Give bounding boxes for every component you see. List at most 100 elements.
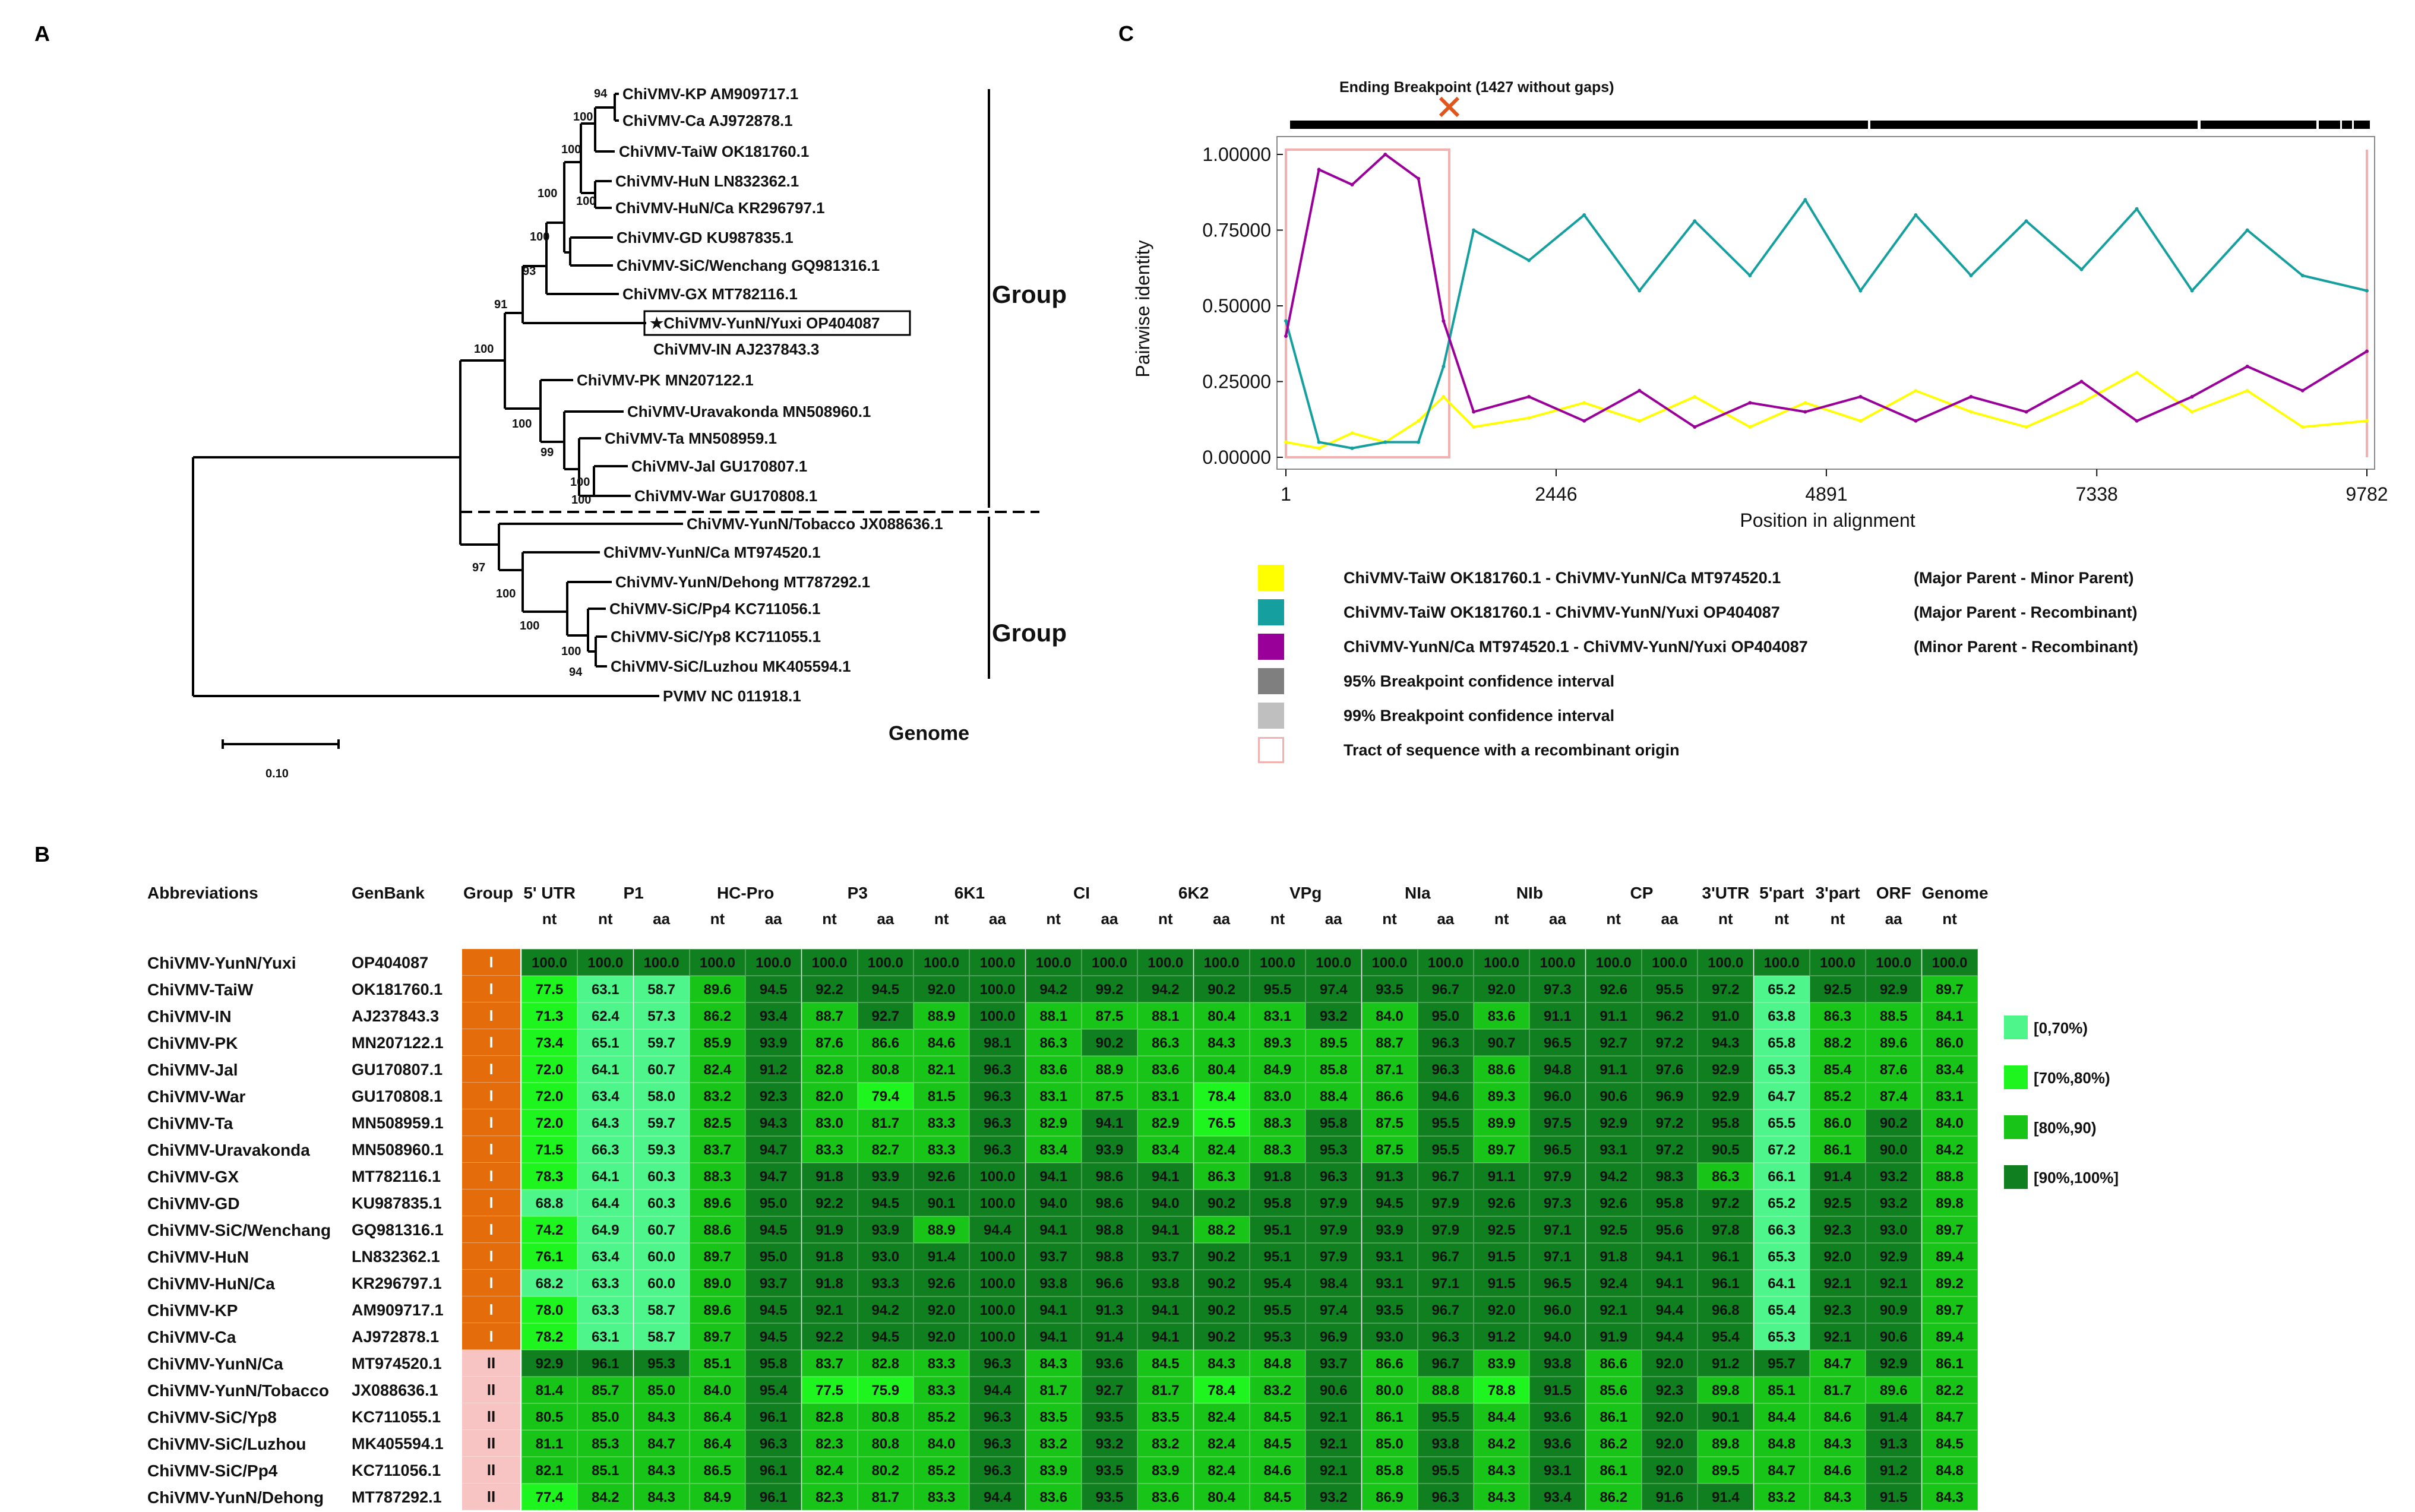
identity-cell: 84.8 bbox=[1921, 1457, 1978, 1483]
identity-cell: 94.1 bbox=[1137, 1163, 1194, 1190]
identity-cell: 84.6 bbox=[1809, 1457, 1866, 1483]
subcolumn-header: nt bbox=[542, 910, 557, 928]
identity-cell: 59.7 bbox=[633, 1029, 690, 1056]
subcolumn-header: aa bbox=[1213, 910, 1231, 928]
identity-cell: 92.6 bbox=[1474, 1190, 1530, 1216]
subcolumn-header: nt bbox=[710, 910, 725, 928]
row-group: I bbox=[462, 949, 520, 976]
identity-point bbox=[2190, 410, 2194, 414]
identity-cell: 92.1 bbox=[1306, 1457, 1362, 1483]
identity-cell: 91.3 bbox=[1866, 1430, 1922, 1457]
identity-cell: 93.2 bbox=[1306, 1483, 1362, 1510]
identity-point bbox=[1582, 419, 1586, 423]
identity-cell: 82.2 bbox=[1921, 1377, 1978, 1403]
identity-cell: 94.4 bbox=[969, 1216, 1026, 1243]
bootstrap-value: 100 bbox=[496, 587, 516, 600]
legend-role: (Major Parent - Recombinant) bbox=[1914, 603, 2138, 621]
identity-cell: 85.7 bbox=[577, 1377, 634, 1403]
subcolumn-header: aa bbox=[988, 910, 1006, 928]
scale-label: [80%,90) bbox=[2034, 1119, 2097, 1137]
identity-cell: 95.8 bbox=[1249, 1190, 1306, 1216]
identity-cell: 97.2 bbox=[1642, 1029, 1698, 1056]
legend-item: Tract of sequence with a recombinant ori… bbox=[1258, 736, 1914, 764]
identity-cell: 95.6 bbox=[1642, 1216, 1698, 1243]
identity-cell: 93.8 bbox=[1137, 1270, 1194, 1296]
identity-cell: 87.4 bbox=[1866, 1083, 1922, 1109]
identity-cell: 78.2 bbox=[521, 1323, 577, 1350]
identity-cell: 92.9 bbox=[1866, 1350, 1922, 1377]
identity-cell: 92.1 bbox=[1866, 1270, 1922, 1296]
identity-cell: 60.3 bbox=[633, 1163, 690, 1190]
identity-cell: 91.2 bbox=[1698, 1350, 1754, 1377]
row-genbank: AJ237843.3 bbox=[352, 1007, 440, 1025]
identity-cell: 83.4 bbox=[1025, 1136, 1082, 1163]
identity-cell: 95.5 bbox=[1417, 1109, 1474, 1136]
identity-cell: 77.4 bbox=[521, 1483, 577, 1510]
identity-cell: 92.3 bbox=[745, 1083, 802, 1109]
identity-cell: 95.5 bbox=[1417, 1403, 1474, 1430]
identity-cell: 83.6 bbox=[1474, 1002, 1530, 1029]
identity-cell: 84.8 bbox=[1249, 1350, 1306, 1377]
identity-cell: 94.0 bbox=[1025, 1190, 1082, 1216]
subcolumn-header: nt bbox=[1494, 910, 1509, 928]
column-header: 5'part bbox=[1759, 884, 1804, 902]
identity-cell: 90.2 bbox=[1866, 1109, 1922, 1136]
taxon-label: ChiVMV-Jal GU170807.1 bbox=[631, 457, 807, 475]
identity-cell: 83.1 bbox=[1137, 1083, 1194, 1109]
legend-swatch bbox=[1258, 668, 1284, 694]
identity-cell: 95.3 bbox=[633, 1350, 690, 1377]
identity-cell: 90.2 bbox=[1193, 1296, 1250, 1323]
identity-cell: 91.5 bbox=[1866, 1483, 1922, 1510]
identity-cell: 95.0 bbox=[1417, 1002, 1474, 1029]
group-ii-label: Group II bbox=[992, 619, 1069, 647]
identity-cell: 97.1 bbox=[1529, 1216, 1586, 1243]
bootstrap-value: 94 bbox=[594, 87, 608, 100]
identity-point bbox=[1442, 395, 1446, 398]
bootstrap-value: 100 bbox=[571, 494, 591, 507]
identity-cell: 83.6 bbox=[1025, 1483, 1082, 1510]
identity-cell: 83.2 bbox=[689, 1083, 745, 1109]
bootstrap-value: 100 bbox=[530, 230, 549, 243]
identity-cell: 85.8 bbox=[1361, 1457, 1418, 1483]
identity-cell: 94.0 bbox=[1137, 1190, 1194, 1216]
row-abbreviation: ChiVMV-TaiW bbox=[147, 980, 254, 999]
identity-cell: 88.6 bbox=[689, 1216, 745, 1243]
identity-cell: 87.6 bbox=[801, 1029, 858, 1056]
identity-cell: 83.3 bbox=[801, 1136, 858, 1163]
identity-cell: 93.5 bbox=[1361, 1296, 1418, 1323]
identity-cell: 94.1 bbox=[1137, 1296, 1194, 1323]
identity-cell: 92.0 bbox=[1809, 1243, 1866, 1270]
identity-cell: 90.6 bbox=[1866, 1323, 1922, 1350]
legend-role: (Minor Parent - Recombinant) bbox=[1914, 637, 2139, 656]
identity-cell: 100.0 bbox=[969, 1002, 1026, 1029]
identity-cell: 65.2 bbox=[1753, 1190, 1810, 1216]
identity-cell: 66.3 bbox=[577, 1136, 634, 1163]
identity-point bbox=[1803, 401, 1807, 405]
identity-cell: 93.2 bbox=[1866, 1163, 1922, 1190]
identity-cell: 86.3 bbox=[1698, 1163, 1754, 1190]
identity-cell: 85.0 bbox=[577, 1403, 634, 1430]
identity-cell: 88.1 bbox=[1025, 1002, 1082, 1029]
identity-point bbox=[1693, 425, 1697, 429]
identity-cell: 86.4 bbox=[689, 1430, 745, 1457]
identity-point bbox=[2190, 395, 2194, 398]
identity-point bbox=[2079, 379, 2084, 384]
row-abbreviation: ChiVMV-IN bbox=[147, 1007, 232, 1026]
row-group: I bbox=[462, 1323, 520, 1350]
identity-cell: 95.5 bbox=[1417, 1136, 1474, 1163]
identity-cell: 93.0 bbox=[1866, 1216, 1922, 1243]
identity-cell: 91.8 bbox=[801, 1243, 858, 1270]
identity-cell: 92.2 bbox=[801, 1190, 858, 1216]
identity-cell: 91.3 bbox=[1082, 1296, 1137, 1323]
identity-point bbox=[1638, 419, 1642, 423]
identity-point bbox=[1417, 176, 1421, 181]
identity-cell: 91.2 bbox=[745, 1056, 802, 1083]
identity-cell: 89.0 bbox=[689, 1270, 745, 1296]
identity-point bbox=[1914, 213, 1918, 217]
identity-cell: 91.9 bbox=[1585, 1323, 1642, 1350]
identity-cell: 94.4 bbox=[969, 1377, 1026, 1403]
identity-cell: 78.4 bbox=[1193, 1083, 1250, 1109]
row-abbreviation: ChiVMV-PK bbox=[147, 1034, 238, 1052]
identity-cell: 94.0 bbox=[1529, 1323, 1586, 1350]
bootstrap-value: 100 bbox=[520, 619, 539, 632]
